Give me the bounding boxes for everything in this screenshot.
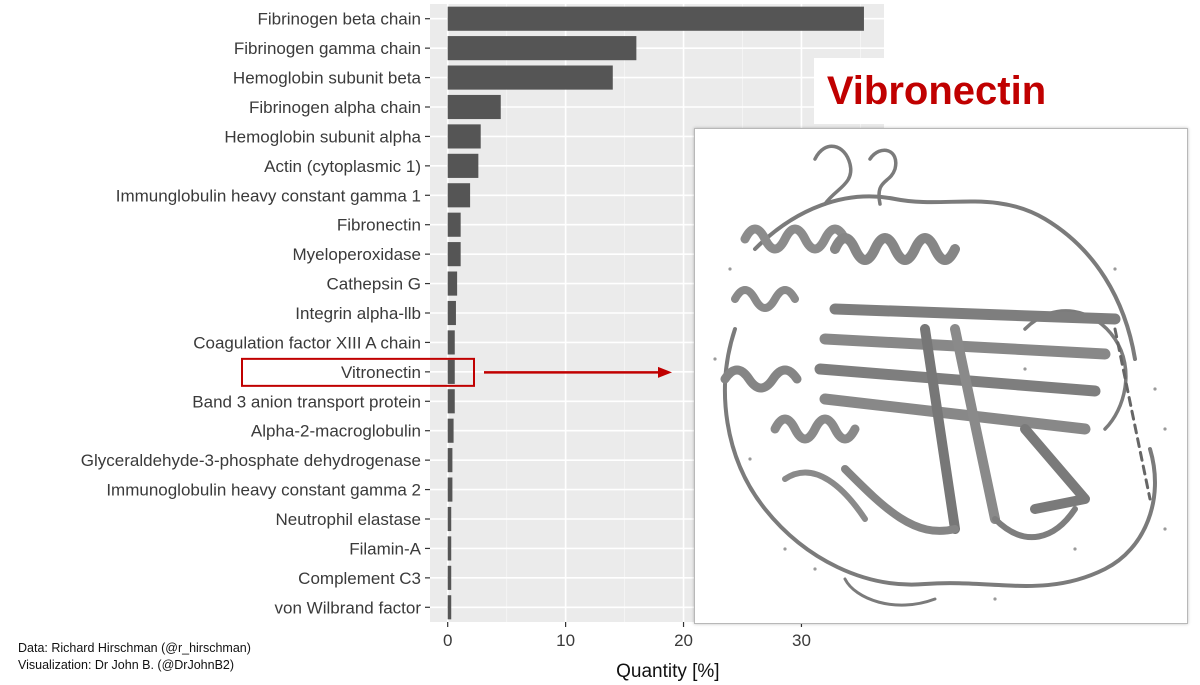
vitronectin-highlight (241, 357, 672, 387)
category-label: Band 3 anion transport protein (192, 392, 421, 411)
category-label: Fibrinogen gamma chain (234, 39, 421, 58)
bar (447, 506, 452, 532)
category-label: Myeloperoxidase (292, 245, 421, 264)
bar (447, 153, 479, 178)
bar (447, 271, 458, 296)
x-tick-label: 30 (792, 631, 811, 650)
category-label: Actin (cytoplasmic 1) (264, 157, 421, 176)
protein-title: Vibronectin (814, 58, 1059, 124)
bar (447, 212, 461, 237)
category-label: Neutrophil elastase (275, 510, 421, 529)
category-labels: Fibrinogen beta chain Fibrinogen gamma ch… (81, 10, 422, 618)
x-tick-label: 20 (674, 631, 693, 650)
category-label: von Wilbrand factor (275, 598, 422, 617)
bar (447, 389, 455, 414)
category-label: Fibrinogen alpha chain (249, 98, 421, 117)
bars (447, 6, 864, 620)
category-label: Cathepsin G (327, 275, 422, 294)
category-label: Fibrinogen beta chain (257, 10, 421, 29)
bar (447, 124, 481, 149)
x-axis-title: Quantity [%] (616, 661, 720, 682)
category-label: Integrin alpha-llb (295, 304, 421, 323)
bar (447, 94, 501, 120)
category-label: Hemoglobin subunit beta (233, 69, 422, 88)
arrow-head (658, 366, 672, 378)
bar (447, 477, 453, 502)
category-label: Filamin-A (349, 539, 421, 558)
category-label: Vitronectin (341, 363, 421, 382)
x-tick-label: 0 (443, 631, 452, 650)
category-label: Fibronectin (337, 216, 421, 235)
y-axis-ticks (425, 18, 430, 608)
bar (447, 300, 456, 326)
bar (447, 242, 461, 267)
category-label: Hemoglobin subunit alpha (224, 127, 421, 146)
category-label: Coagulation factor XIII A chain (193, 333, 421, 352)
protein-structure-image (694, 128, 1188, 624)
category-label: Glyceraldehyde-3-phosphate dehydrogenase (81, 451, 421, 470)
bar (447, 448, 453, 473)
highlight-box (241, 357, 475, 387)
bar (447, 359, 455, 384)
bar (447, 36, 637, 61)
bar (447, 65, 613, 90)
x-tick-label: 10 (556, 631, 575, 650)
category-label: Alpha-2-macroglobulin (251, 422, 421, 441)
protein-ribbon-icon (713, 144, 1167, 607)
credits: Data: Richard Hirschman (@r_hirschman) V… (18, 640, 251, 674)
bar (447, 330, 455, 355)
data-credit: Data: Richard Hirschman (@r_hirschman) (18, 641, 251, 655)
bar (447, 418, 454, 443)
bar (447, 595, 452, 620)
visualization-credit: Visualization: Dr John B. (@DrJohnB2) (18, 658, 235, 672)
x-axis-ticks: 0 10 20 30 (443, 622, 811, 650)
bar (447, 536, 452, 561)
category-label: Immunglobulin heavy constant gamma 1 (116, 186, 421, 205)
bar (447, 183, 471, 208)
category-label: Immunoglobulin heavy constant gamma 2 (106, 481, 421, 500)
bar (447, 6, 864, 31)
bar (447, 565, 452, 590)
category-label: Complement C3 (298, 569, 421, 588)
